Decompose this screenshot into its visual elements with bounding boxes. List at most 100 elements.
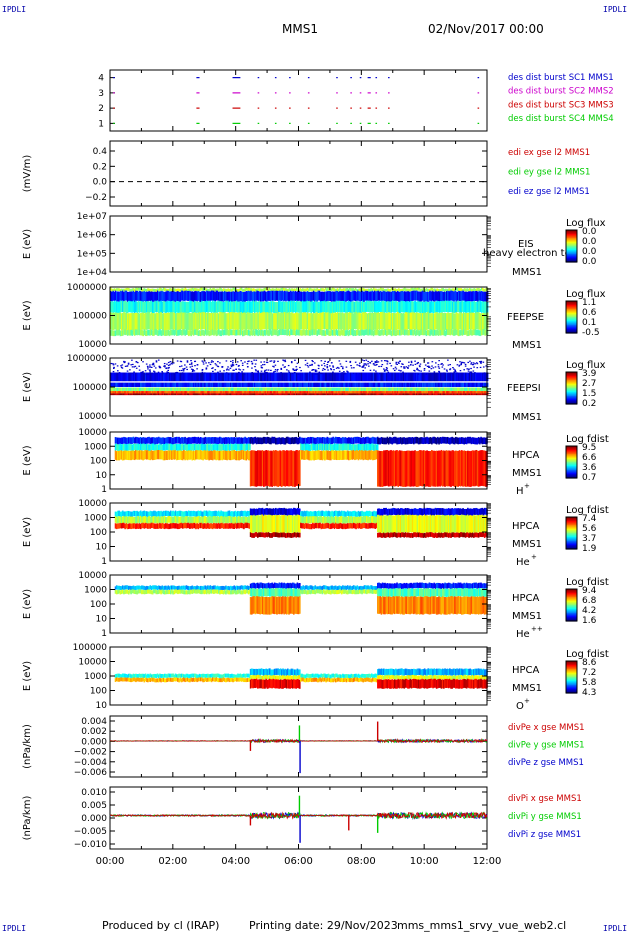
spectrogram-cell (344, 391, 346, 394)
spectrogram-cell (234, 312, 237, 330)
spectrogram-cell (258, 288, 261, 292)
spectrogram-cell (299, 312, 302, 330)
spectrogram-cell (276, 382, 279, 387)
spectrogram-cell (177, 301, 179, 314)
spectrogram-cell (404, 391, 406, 394)
spectrogram-cell (242, 313, 244, 331)
spectrogram-cell (338, 387, 340, 392)
spectrogram-cell (440, 437, 443, 444)
spectrogram-cell (160, 387, 162, 392)
spectrogram-cell (251, 288, 254, 292)
spectrogram-cell (294, 382, 297, 387)
sparse-counts (336, 366, 339, 369)
spectrogram-cell (256, 372, 258, 382)
spectrogram-cell (179, 391, 182, 394)
spectrogram-cell (456, 372, 459, 382)
sparse-counts (350, 364, 352, 367)
spectrogram-cell (341, 312, 344, 330)
spectrogram-cell (473, 437, 475, 445)
spectrogram-cell (156, 382, 159, 387)
sparse-counts (171, 363, 174, 365)
sparse-counts (386, 368, 388, 370)
spectrogram-cell (312, 312, 315, 330)
spectrogram-cell (376, 387, 378, 392)
sparse-counts (112, 364, 115, 366)
spectrogram-cell (485, 391, 488, 394)
spectrogram-cell (298, 393, 300, 396)
spectrogram-cell (467, 393, 470, 396)
spectrogram-cell (131, 313, 134, 331)
spectrogram-cell (192, 387, 195, 392)
spectrogram-cell (268, 287, 270, 291)
spectrogram-cell (220, 330, 222, 337)
spectrogram-cell (261, 372, 263, 382)
spectrogram-cell (470, 301, 472, 314)
spectrogram-cell (314, 444, 317, 451)
spectrogram-cell (240, 437, 243, 444)
spectrogram-cell (426, 387, 429, 392)
spectrogram-cell (137, 372, 140, 382)
sparse-counts (151, 372, 153, 374)
sparse-counts (243, 373, 246, 376)
sparse-counts (283, 360, 285, 362)
sparse-counts (342, 367, 344, 370)
sparse-counts (454, 369, 456, 371)
spectrogram-cell (154, 288, 156, 292)
sparse-counts (329, 365, 331, 367)
spectrogram-cell (274, 288, 276, 292)
spectrogram-cell (416, 301, 418, 314)
spectrogram-cell (338, 291, 340, 302)
spectrogram-cell (389, 382, 392, 387)
spectrogram-cell (370, 387, 372, 392)
spectrogram-cell (119, 450, 122, 460)
spectrogram-cell (237, 312, 239, 331)
spectrogram-cell (345, 288, 347, 292)
spectrogram-cell (400, 312, 402, 330)
sparse-counts (410, 362, 413, 364)
spectrogram-cell (138, 391, 141, 394)
spectrogram-cell (246, 443, 249, 451)
spectrogram-cell (239, 393, 242, 396)
spectrogram-cell (311, 291, 314, 302)
spectrogram-cell (478, 391, 480, 394)
spectrogram-cell (144, 444, 147, 451)
spectrogram-cell (428, 437, 431, 445)
spectrogram-cell (473, 382, 476, 387)
spectrogram-cell (202, 437, 204, 445)
sparse-counts (126, 370, 129, 372)
spectrogram-cell (292, 301, 294, 313)
sparse-counts (383, 370, 386, 372)
sparse-counts (410, 360, 413, 362)
spectrogram-cell (447, 329, 449, 336)
spectrogram-cell (208, 372, 210, 382)
spectrogram-cell (387, 382, 389, 387)
spectrogram-cell (234, 393, 237, 396)
spectrogram-cell (207, 289, 209, 292)
spectrogram-cell (446, 382, 448, 387)
spectrogram-cell (306, 387, 309, 392)
sparse-counts (424, 364, 427, 366)
spectrogram-cell (417, 291, 419, 302)
sparse-counts (379, 372, 382, 374)
spectrogram-cell (406, 301, 408, 313)
spectrogram-cell (258, 437, 260, 445)
sparse-counts (460, 362, 463, 365)
spectrogram-cell (149, 313, 152, 331)
y-tick-label: 10000 (78, 412, 107, 422)
legend-entry: des dist burst SC3 MMS3 (508, 100, 614, 110)
spectrogram-cell (249, 372, 251, 382)
sparse-counts (441, 366, 444, 368)
spectrogram-cell (225, 387, 227, 392)
spectrogram-cell (474, 387, 477, 392)
spectrogram-cell (461, 387, 464, 392)
spectrogram-cell (143, 329, 146, 336)
spectrogram-cell (453, 301, 455, 314)
spectrogram-cell (188, 393, 190, 396)
spectrogram-cell (315, 372, 317, 382)
sparse-counts (364, 367, 366, 369)
spectrogram-cell (136, 287, 138, 291)
spectrogram-cell (186, 289, 189, 292)
spectrogram-cell (168, 330, 171, 337)
spectrogram-cell (119, 437, 122, 445)
spectrogram-cell (162, 372, 165, 382)
